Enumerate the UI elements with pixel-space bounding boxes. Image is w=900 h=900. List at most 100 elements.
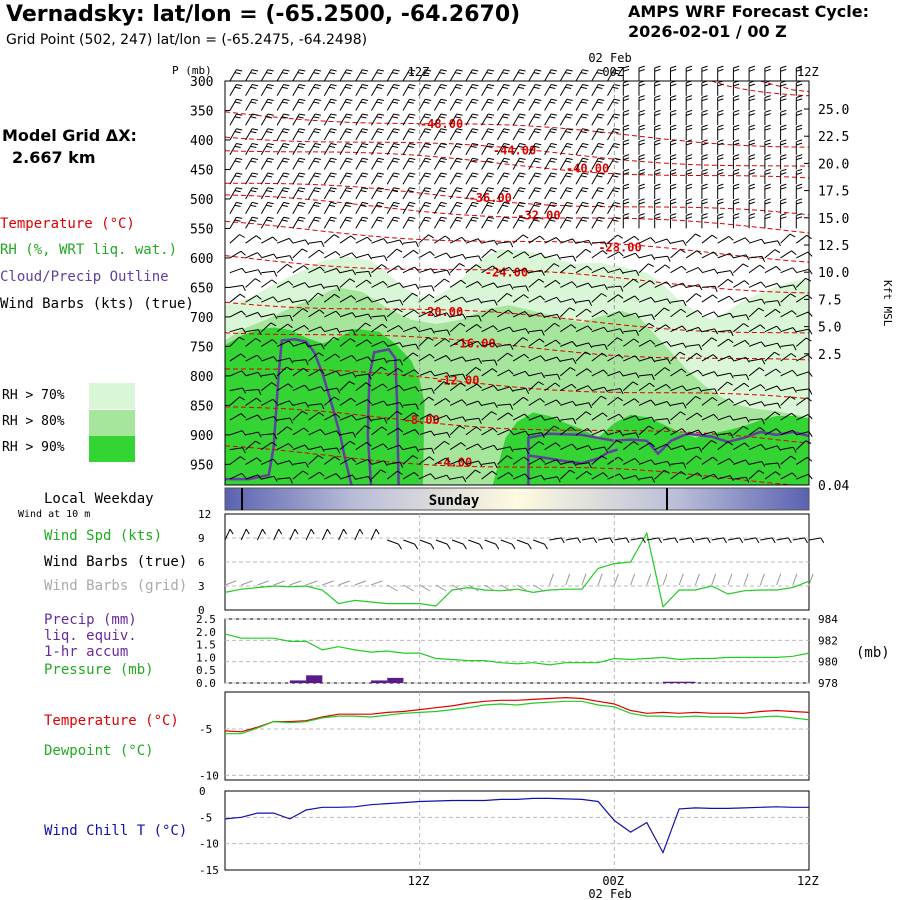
- pressure-tick-label: 550: [190, 222, 213, 237]
- pressure-tick-label: 984: [818, 613, 838, 626]
- isotherm-line-6: [224, 255, 810, 294]
- precip-bar: [663, 681, 680, 683]
- precip-tick-label: 1.0: [196, 651, 216, 664]
- weekday-band: Sunday: [224, 487, 810, 511]
- top-time-axis: 12Z 00Z 12Z 02 Feb: [408, 51, 819, 79]
- precip-tick-label: 2.0: [196, 626, 216, 639]
- pressure-tick-label: 950: [190, 458, 213, 473]
- precip-panel-frame: [224, 618, 810, 684]
- wind-speed-line: [224, 531, 810, 609]
- bottom-time-tick: 12Z: [797, 874, 819, 888]
- legend-rh: RH (%, WRT liq. wat.): [0, 242, 178, 258]
- cross-section-panel: -48.00-44.00-40.00-36.00-32.00-28.00-24.…: [172, 51, 894, 494]
- pressure-ticks: P (mb)300 350 400 450 500 550 600 650 700 750 800 8…: [172, 64, 230, 473]
- height-tick-label: 22.5: [818, 130, 849, 145]
- temperature-line: [224, 696, 810, 733]
- height-tick-label: 12.5: [818, 239, 849, 254]
- height-ticks: 25.0 22.5 20.0 17.5 15.0 12.5 10.0 7.5 5.0 2.5 0.0…: [804, 103, 894, 494]
- isotherm-line-2: [224, 150, 810, 179]
- dewpoint-label: Dewpoint (°C): [44, 743, 154, 759]
- grid-label: Model Grid ΔX:: [2, 126, 137, 145]
- bottom-date-label: 02 Feb: [588, 887, 631, 900]
- temperature-panel-frame: [224, 691, 810, 781]
- legend-rh90: RH > 90%: [2, 440, 65, 455]
- top-time-tick: 00Z: [602, 65, 624, 79]
- isotherm-line-3: [225, 182, 810, 216]
- cross-section-frame: [224, 80, 810, 486]
- legend-cloud: Cloud/Precip Outline: [0, 269, 169, 285]
- pressure-tick-label: 982: [818, 634, 838, 647]
- weekday-label: Local Weekday: [44, 491, 154, 507]
- page-title: Vernadsky: lat/lon = (-65.2500, -64.2670…: [6, 2, 521, 27]
- isotherm-line-top-a: [711, 80, 810, 97]
- legend-temperature: Temperature (°C): [0, 216, 135, 232]
- windchill-tick-label: -15: [199, 864, 219, 877]
- windchill-label: Wind Chill T (°C): [44, 823, 188, 839]
- temperature-tick-label: -10: [199, 769, 219, 782]
- pressure-tick-label: 650: [190, 281, 213, 296]
- height-tick-label: 10.0: [818, 266, 849, 281]
- pressure-unit: (mb): [856, 645, 890, 661]
- pressure-tick-label: 600: [190, 252, 213, 267]
- temperature-tick-label: -5: [199, 723, 212, 736]
- precip-bar: [306, 675, 323, 683]
- pressure-tick-label: 750: [190, 340, 213, 355]
- wind-panel: 12 9 6 3 0: [198, 508, 825, 617]
- height-tick-label: 7.5: [818, 293, 841, 308]
- pressure-tick-label: 450: [190, 163, 213, 178]
- pressure-tick-label: 400: [190, 134, 213, 149]
- isotherm-label: -40.00: [566, 161, 609, 175]
- windchill-line: [224, 797, 809, 855]
- pressure-tick-label: 900: [190, 429, 213, 444]
- grid-value: 2.667 km: [12, 148, 96, 167]
- rh80-swatch: [89, 410, 135, 436]
- grid-point-subtitle: Grid Point (502, 247) lat/lon = (-65.247…: [6, 32, 368, 48]
- pressure-axis-label: P (mb): [172, 64, 212, 77]
- height-axis-label: Kft MSL: [881, 280, 894, 327]
- dewpoint-line: [225, 700, 810, 735]
- pressure-tick-label: 800: [190, 370, 213, 385]
- legend-rh70: RH > 70%: [2, 388, 65, 403]
- bottom-time-axis: 12Z 00Z 12Z 02 Feb: [408, 874, 819, 900]
- cycle-label: AMPS WRF Forecast Cycle:: [628, 2, 870, 21]
- isotherm-label: -28.00: [598, 240, 641, 254]
- wind-spd-label: Wind Spd (kts): [44, 528, 163, 544]
- isotherm-label: -8.00: [404, 413, 440, 427]
- legend-wind: Wind Barbs (kts) (true): [0, 296, 194, 312]
- height-tick-label: 17.5: [818, 185, 849, 200]
- wind-barb-field: [229, 65, 813, 484]
- precip-pressure-panel: 2.52.01.51.00.50.0 984 982 980 978: [196, 613, 838, 690]
- precip-bar: [371, 680, 388, 683]
- wind-true-label: Wind Barbs (true): [44, 554, 188, 570]
- cross-section-wind-barbs: [229, 65, 813, 484]
- top-date-label: 02 Feb: [588, 51, 631, 65]
- pressure-line: [224, 633, 810, 666]
- pressure-tick-label: 350: [190, 104, 213, 119]
- pressure-tick-label: 980: [818, 656, 838, 669]
- isotherm-line-0: [224, 111, 810, 148]
- wind-tick-label: 12: [198, 508, 211, 521]
- cloud-outline-path-0: [225, 338, 353, 486]
- windchill-tick-label: -5: [199, 811, 212, 824]
- height-tick-label: 5.0: [818, 321, 841, 336]
- isotherm-line-top-b: [760, 80, 810, 93]
- precip-tick-label: 0.0: [196, 677, 216, 690]
- isotherm-label: -36.00: [469, 191, 512, 205]
- height-tick-label: 0.04: [818, 479, 849, 494]
- cloud-outline-path-1: [366, 348, 400, 486]
- pressure-tick-label: 700: [190, 311, 213, 326]
- windchill-panel-frame: [224, 790, 810, 871]
- bottom-time-tick: 12Z: [408, 874, 430, 888]
- isotherm-line-7: [224, 301, 810, 334]
- precip-bar: [679, 681, 696, 683]
- precip-label-2: liq. equiv.: [44, 628, 137, 644]
- windchill-tick-label: -10: [199, 838, 219, 851]
- bottom-time-tick: 00Z: [602, 874, 624, 888]
- temperature-panel: -5 -10: [199, 691, 810, 782]
- isotherm-line-8: [224, 332, 810, 361]
- precip-tick-label: 2.5: [196, 613, 216, 626]
- isotherm-line-9: [224, 368, 810, 400]
- height-tick-label: 25.0: [818, 103, 849, 118]
- isotherm-line-11: [224, 445, 809, 486]
- height-tick-label: 20.0: [818, 157, 849, 172]
